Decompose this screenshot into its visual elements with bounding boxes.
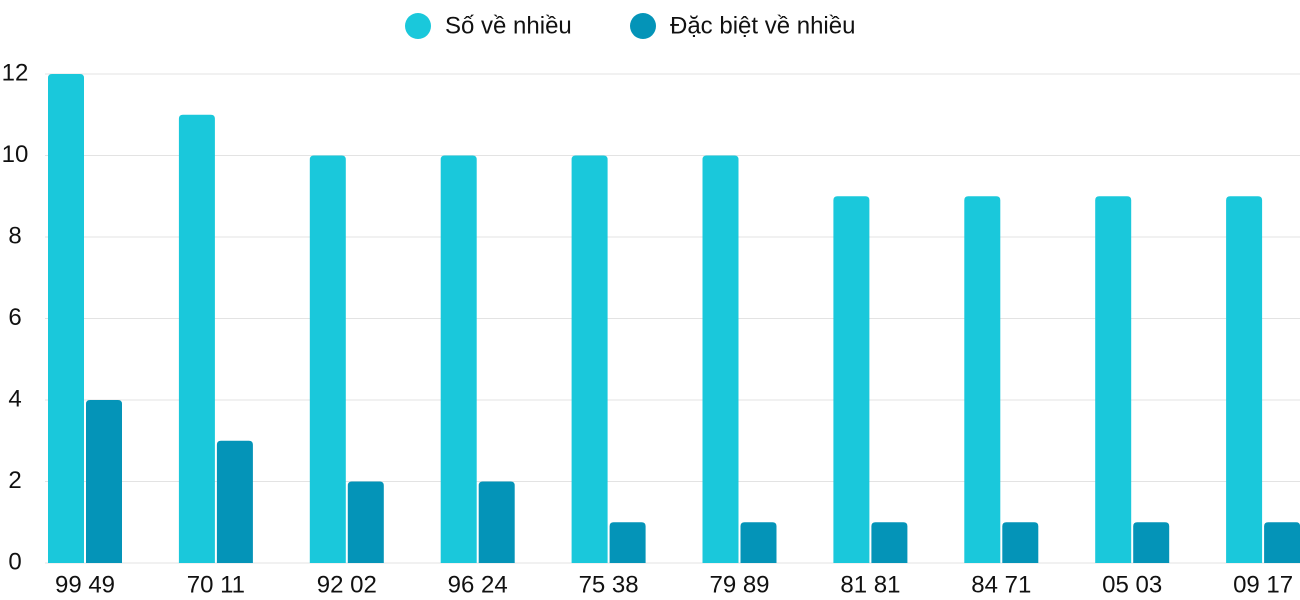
x-tick-label: 75 38 xyxy=(579,571,639,598)
x-tick-label: 84 71 xyxy=(971,571,1031,598)
bar xyxy=(1002,522,1039,563)
bar xyxy=(347,481,384,563)
x-tick-label: 79 89 xyxy=(709,571,769,598)
x-tick-label: 99 49 xyxy=(55,571,115,598)
bar xyxy=(740,522,777,563)
bar xyxy=(1133,522,1170,563)
bar xyxy=(1264,522,1300,563)
bar xyxy=(571,155,608,563)
bar xyxy=(609,522,646,563)
bar xyxy=(871,522,908,563)
legend-marker xyxy=(630,13,656,39)
bar xyxy=(178,114,215,563)
x-tick-label: 70 11 xyxy=(187,571,245,598)
x-tick-label: 09 17 xyxy=(1233,571,1293,598)
bar xyxy=(833,196,870,563)
y-tick-label: 0 xyxy=(8,548,21,575)
bar xyxy=(478,481,515,563)
bar xyxy=(86,400,122,563)
bar xyxy=(440,155,477,563)
bar xyxy=(1095,196,1132,563)
y-tick-label: 4 xyxy=(8,385,21,412)
x-tick-label: 92 02 xyxy=(317,571,377,598)
legend-marker xyxy=(405,13,431,39)
bar xyxy=(702,155,739,563)
legend-label: Số về nhiều xyxy=(445,12,572,39)
y-tick-label: 2 xyxy=(8,467,21,494)
bar xyxy=(216,440,253,563)
bar xyxy=(1226,196,1263,563)
x-tick-label: 05 03 xyxy=(1102,571,1162,598)
bar xyxy=(309,155,346,563)
y-tick-label: 10 xyxy=(2,141,29,168)
y-tick-label: 8 xyxy=(8,222,21,249)
y-tick-label: 12 xyxy=(2,59,29,86)
legend-label: Đặc biệt về nhiều xyxy=(670,12,855,39)
bar xyxy=(964,196,1001,563)
y-tick-label: 6 xyxy=(8,304,21,331)
x-tick-label: 96 24 xyxy=(448,571,508,598)
bar xyxy=(48,74,84,563)
x-tick-label: 81 81 xyxy=(840,571,900,598)
